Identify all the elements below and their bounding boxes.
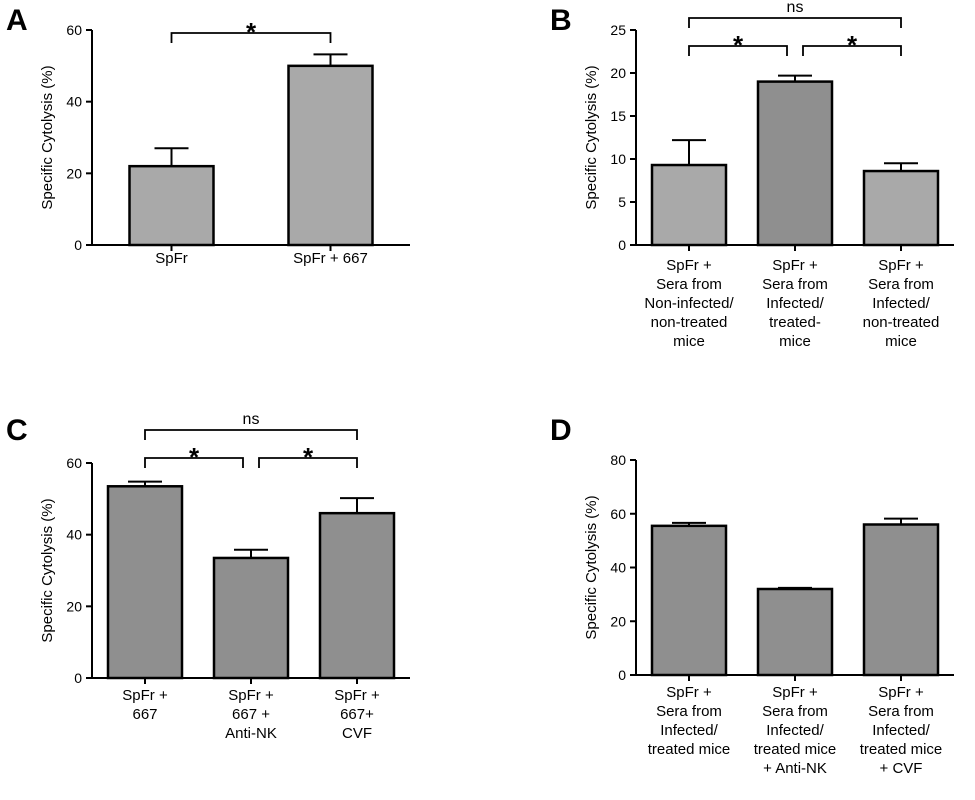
category-label: CVF xyxy=(342,725,372,742)
significance-label: * xyxy=(246,17,257,47)
category-label: Sera from xyxy=(762,276,828,293)
y-axis-label: Specific Cytolysis (%) xyxy=(583,65,600,209)
y-axis-label: Specific Cytolysis (%) xyxy=(39,65,56,209)
y-tick-label: 0 xyxy=(74,237,82,253)
significance-label: * xyxy=(847,30,858,60)
category-label: SpFr + xyxy=(666,684,712,701)
panel-c: C Specific Cytolysis (%) 0 20 40 60 SpFr + 667 S… xyxy=(6,411,410,742)
category-label: 667+ xyxy=(340,706,374,723)
bar xyxy=(287,64,374,247)
y-axis-label: Specific Cytolysis (%) xyxy=(39,498,56,642)
y-tick-label: 5 xyxy=(618,194,626,210)
category-label: Non-infected/ xyxy=(644,295,734,312)
y-tick-label: 25 xyxy=(610,22,626,38)
category-label: SpFr xyxy=(155,250,188,267)
panel-b: B Specific Cytolysis (%) 0 5 10 15 20 25 SpFr + S… xyxy=(550,0,954,350)
y-tick-label: 80 xyxy=(610,452,626,468)
significance-bracket xyxy=(688,45,788,56)
significance-label: ns xyxy=(787,0,804,16)
y-tick-label: 0 xyxy=(74,670,82,686)
significance-bracket xyxy=(258,457,358,468)
category-label: SpFr + xyxy=(772,684,818,701)
category-label: SpFr + xyxy=(334,687,380,704)
category-label: 667 xyxy=(132,706,157,723)
category-label: non-treated xyxy=(651,314,728,331)
category-label: Infected/ xyxy=(766,722,824,739)
bar xyxy=(650,163,728,247)
category-label: Infected/ xyxy=(660,722,718,739)
bar xyxy=(650,524,728,677)
category-label: Infected/ xyxy=(766,295,824,312)
y-tick-label: 0 xyxy=(618,237,626,253)
category-label: + CVF xyxy=(880,760,923,777)
y-tick-label: 60 xyxy=(66,22,82,38)
y-tick-label: 10 xyxy=(610,151,626,167)
panel-letter: D xyxy=(550,414,572,447)
category-label: mice xyxy=(673,333,705,350)
category-label: SpFr + xyxy=(772,257,818,274)
significance-bracket xyxy=(802,45,902,56)
category-label: Sera from xyxy=(762,703,828,720)
category-label: treated mice xyxy=(648,741,731,758)
category-label: Sera from xyxy=(868,276,934,293)
category-label: SpFr + xyxy=(228,687,274,704)
bar xyxy=(862,523,940,677)
significance-bracket xyxy=(688,17,902,28)
bar xyxy=(106,485,184,680)
category-label: + Anti-NK xyxy=(763,760,827,777)
bar xyxy=(212,556,290,680)
significance-bracket xyxy=(144,429,358,440)
y-tick-label: 40 xyxy=(66,94,82,110)
category-label: Sera from xyxy=(868,703,934,720)
category-label: Anti-NK xyxy=(225,725,277,742)
bar xyxy=(756,587,834,677)
y-tick-label: 20 xyxy=(66,598,82,614)
panel-d: D Specific Cytolysis (%) 0 20 40 60 80 SpFr + Se… xyxy=(550,414,954,777)
significance-bracket xyxy=(144,457,244,468)
category-label: Sera from xyxy=(656,276,722,293)
category-label: treated- xyxy=(769,314,821,331)
significance-label: ns xyxy=(243,411,260,428)
category-label: Sera from xyxy=(656,703,722,720)
category-label: SpFr + xyxy=(878,257,924,274)
category-label: 667 + xyxy=(232,706,270,723)
panel-letter: A xyxy=(6,4,28,37)
category-label: SpFr + xyxy=(122,687,168,704)
category-label: Infected/ xyxy=(872,722,930,739)
y-tick-label: 60 xyxy=(610,506,626,522)
category-label: treated mice xyxy=(754,741,837,758)
y-tick-label: 20 xyxy=(610,613,626,629)
category-label: SpFr + xyxy=(878,684,924,701)
y-tick-label: 20 xyxy=(610,65,626,81)
category-label: mice xyxy=(779,333,811,350)
category-label: SpFr + 667 xyxy=(293,250,368,267)
panel-a: A Specific Cytolysis (%) 0 20 40 60 SpFr SpFr +… xyxy=(6,4,410,267)
panel-letter: C xyxy=(6,414,28,447)
bar xyxy=(862,169,940,247)
y-tick-label: 0 xyxy=(618,667,626,683)
bar xyxy=(756,80,834,247)
category-label: treated mice xyxy=(860,741,943,758)
y-tick-label: 40 xyxy=(610,560,626,576)
category-label: mice xyxy=(885,333,917,350)
bar xyxy=(318,511,396,680)
bar xyxy=(128,164,215,247)
panel-letter: B xyxy=(550,4,572,37)
y-tick-label: 40 xyxy=(66,527,82,543)
significance-bracket xyxy=(170,32,332,43)
significance-label: * xyxy=(189,442,200,472)
y-axis-label: Specific Cytolysis (%) xyxy=(583,495,600,639)
category-label: SpFr + xyxy=(666,257,712,274)
y-tick-label: 15 xyxy=(610,108,626,124)
category-label: Infected/ xyxy=(872,295,930,312)
category-label: non-treated xyxy=(863,314,940,331)
y-tick-label: 20 xyxy=(66,165,82,181)
y-tick-label: 60 xyxy=(66,455,82,471)
significance-label: * xyxy=(303,442,314,472)
significance-label: * xyxy=(733,30,744,60)
